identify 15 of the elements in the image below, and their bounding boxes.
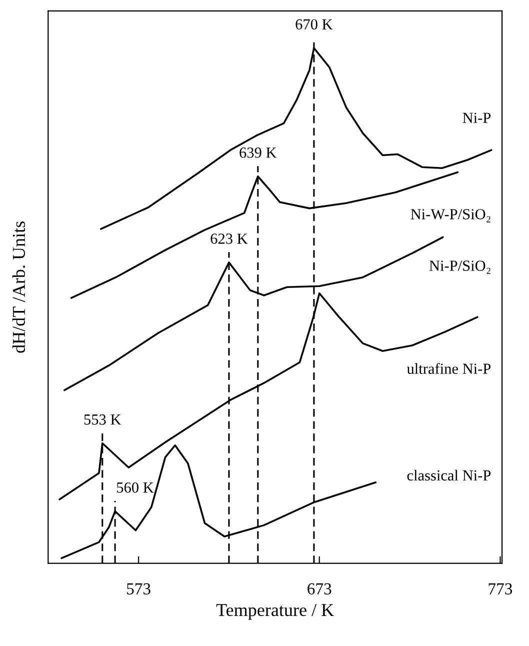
ref-line-label: 639 K <box>240 148 277 158</box>
ref-line-label: 560 K <box>117 482 154 493</box>
ref-line-label: 670 K <box>296 19 333 30</box>
y-axis-title: dH/dT /Arb. Units <box>12 222 26 353</box>
ref-line-label: 623 K <box>210 234 248 244</box>
series-label: Ni-W-P/SiO₂ <box>410 209 490 222</box>
series-label: Ni-P/SiO₂ <box>429 260 490 274</box>
series-label: ultrafine Ni-P <box>406 363 491 374</box>
x-tick-label: 673 <box>308 583 332 594</box>
x-tick-label: 573 <box>127 583 150 594</box>
x-axis-title: Temperature / K <box>216 604 334 620</box>
series-label: Ni-P <box>462 112 491 123</box>
ref-line-label: 553 K <box>84 414 122 425</box>
x-tick-label: 773 <box>488 583 512 594</box>
text: classical Ni-P <box>407 470 491 481</box>
